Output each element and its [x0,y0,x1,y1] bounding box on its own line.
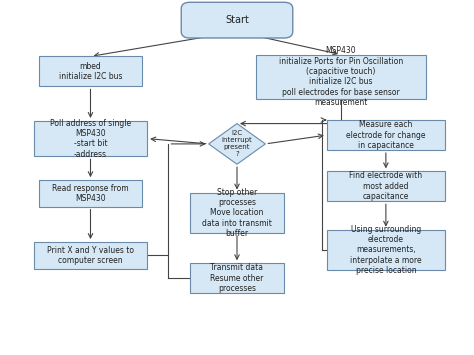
Text: Print X and Y values to
computer screen: Print X and Y values to computer screen [47,246,134,265]
Text: Start: Start [225,15,249,25]
Text: Using surrounding
electrode
measurements,
interpolate a more
precise location: Using surrounding electrode measurements… [350,225,422,275]
Text: Stop other
processes
Move location
data into transmit
buffer: Stop other processes Move location data … [202,187,272,238]
FancyBboxPatch shape [256,55,426,99]
FancyBboxPatch shape [38,180,143,207]
FancyBboxPatch shape [190,263,284,293]
FancyBboxPatch shape [327,120,445,150]
Text: Poll address of single
MSP430
-start bit
-address: Poll address of single MSP430 -start bit… [50,119,131,159]
FancyBboxPatch shape [327,171,445,201]
Text: Find electrode with
most added
capacitance: Find electrode with most added capacitan… [349,171,422,201]
Text: Read response from
MSP430: Read response from MSP430 [52,184,129,203]
Text: I2C
interrupt
present
?: I2C interrupt present ? [222,130,252,157]
Text: Measure each
electrode for change
in capacitance: Measure each electrode for change in cap… [346,120,426,150]
FancyBboxPatch shape [34,242,147,268]
FancyBboxPatch shape [190,192,284,233]
Text: mbed
initialize I2C bus: mbed initialize I2C bus [59,62,122,81]
Polygon shape [209,124,265,164]
FancyBboxPatch shape [327,230,445,270]
Text: MSP430
initialize Ports for Pin Oscillation
(capacitive touch)
initialize I2C bu: MSP430 initialize Ports for Pin Oscillat… [279,46,403,107]
FancyBboxPatch shape [181,2,293,38]
FancyBboxPatch shape [34,121,147,156]
Text: Transmit data
Resume other
processes: Transmit data Resume other processes [210,263,264,293]
FancyBboxPatch shape [38,56,143,87]
